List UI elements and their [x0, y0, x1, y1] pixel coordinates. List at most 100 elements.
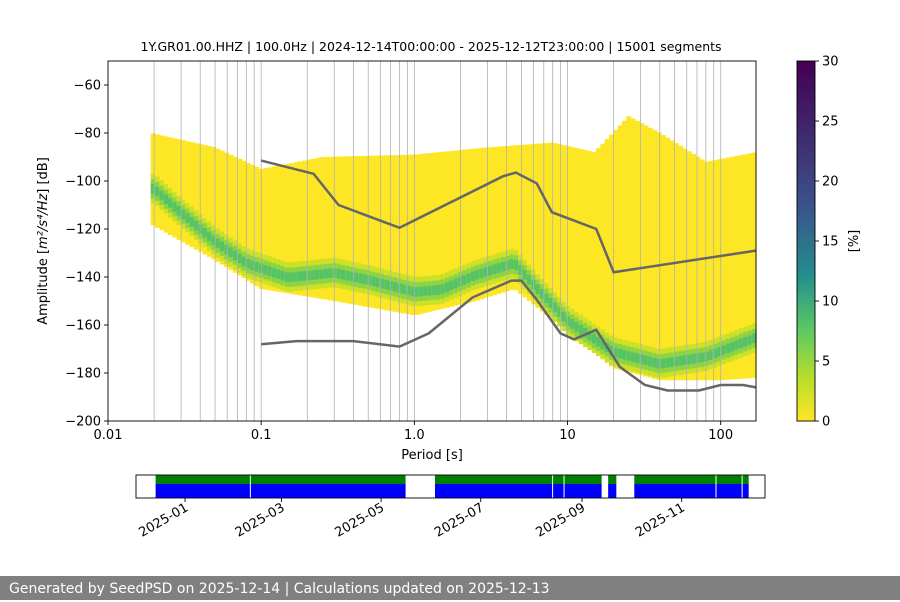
- density-cell: [738, 337, 744, 344]
- density-cell: [289, 281, 294, 287]
- colorbar-segment: [797, 82, 815, 86]
- density-cell: [656, 367, 662, 374]
- density-cell: [652, 371, 658, 378]
- density-cell: [730, 331, 735, 338]
- density-cell: [587, 344, 593, 351]
- density-cell: [570, 318, 576, 324]
- colorbar-segment: [797, 229, 815, 233]
- density-cell: [518, 274, 524, 280]
- data-availability-timeline: 2025-01 2025-03 2025-05 2025-07 2025-09 2025-…: [135, 474, 766, 541]
- density-cell: [345, 279, 351, 286]
- density-body: [587, 151, 593, 350]
- colorbar-segment: [797, 388, 815, 392]
- density-cell: [747, 334, 753, 341]
- density-body: [345, 156, 351, 304]
- density-body: [211, 147, 217, 260]
- density-cell: [293, 271, 299, 277]
- density-cell: [366, 274, 372, 281]
- density-cell: [708, 359, 714, 365]
- density-cell: [375, 286, 381, 293]
- density-cell: [483, 261, 489, 268]
- density-cell: [436, 298, 441, 305]
- density-cell: [358, 287, 364, 293]
- density-body: [423, 153, 428, 313]
- colorbar-segment: [797, 118, 815, 122]
- density-cell: [185, 222, 191, 228]
- density-body: [565, 146, 571, 333]
- density-cell: [384, 279, 390, 285]
- density-cell: [509, 258, 515, 265]
- density-cell: [384, 269, 390, 276]
- plot-frame: [107, 60, 757, 422]
- y-axis-label-suffix: ] [dB]: [36, 157, 51, 194]
- density-cell: [237, 248, 243, 254]
- density-cell: [358, 282, 364, 288]
- density-cell: [189, 216, 195, 222]
- colorbar-segment: [797, 352, 815, 356]
- density-cell: [673, 370, 679, 376]
- y-tick-label: −180: [65, 367, 101, 382]
- density-cell: [505, 264, 511, 271]
- footer-text: Generated by SeedPSD on 2025-12-14 | Cal…: [9, 581, 550, 597]
- density-cell: [526, 279, 532, 285]
- density-cell: [219, 245, 225, 252]
- density-cell: [440, 298, 446, 304]
- density-cell: [172, 211, 178, 217]
- density-cell: [509, 273, 515, 279]
- density-cell: [414, 291, 420, 297]
- density-body: [717, 159, 723, 381]
- density-cell: [496, 272, 502, 278]
- density-body: [228, 154, 234, 270]
- density-cell: [630, 365, 636, 372]
- density-cell: [302, 275, 307, 281]
- density-body: [596, 148, 601, 357]
- density-cell: [522, 264, 528, 270]
- density-cell: [561, 306, 567, 312]
- density-cell: [617, 338, 623, 345]
- density-cell: [548, 302, 554, 308]
- density-cell: [483, 271, 489, 277]
- density-body: [453, 150, 459, 306]
- density-cell: [738, 342, 744, 349]
- density-cell: [721, 339, 727, 346]
- density-body: [643, 125, 649, 377]
- density-cell: [522, 259, 528, 266]
- density-cell: [604, 356, 610, 362]
- density-cell: [522, 269, 528, 275]
- density-cell: [470, 261, 476, 267]
- density-cell: [327, 282, 333, 288]
- density-cell: [371, 280, 377, 287]
- density-cell: [535, 278, 541, 285]
- density-cell: [180, 204, 186, 210]
- density-cell: [570, 309, 576, 315]
- density-cell: [686, 363, 692, 370]
- density-cell: [660, 358, 666, 364]
- density-cell: [621, 339, 627, 346]
- density-cell: [245, 258, 251, 264]
- density-body: [289, 163, 294, 294]
- density-cell: [678, 345, 684, 352]
- density-cell: [656, 348, 662, 355]
- density-cell: [276, 273, 281, 279]
- density-cell: [721, 344, 727, 351]
- density-cell: [215, 252, 221, 258]
- density-cell: [159, 185, 165, 191]
- density-cell: [345, 265, 351, 271]
- density-cell: [656, 363, 662, 369]
- density-cell: [557, 297, 563, 303]
- density-cell: [483, 256, 489, 263]
- density-cell: [163, 189, 169, 195]
- density-cell: [626, 340, 632, 347]
- density-cell: [384, 274, 390, 280]
- colorbar-segment: [797, 295, 815, 299]
- density-cell: [185, 203, 191, 209]
- density-body: [652, 130, 658, 379]
- density-cell: [327, 267, 333, 274]
- density-cell: [552, 297, 558, 303]
- density-body: [449, 150, 454, 307]
- density-cell: [630, 346, 636, 353]
- density-cell: [232, 240, 238, 246]
- density-cell: [526, 274, 532, 280]
- density-cell: [241, 260, 247, 267]
- density-cell: [583, 322, 588, 328]
